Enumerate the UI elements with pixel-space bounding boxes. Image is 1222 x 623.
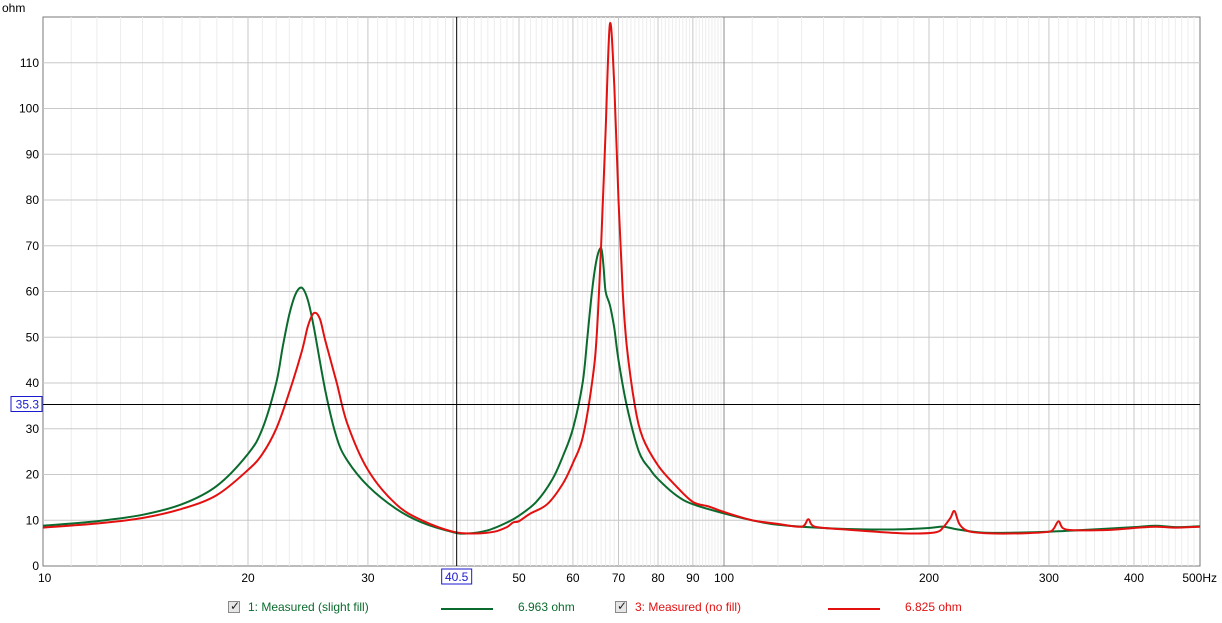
- y-tick-label: 70: [26, 239, 40, 253]
- x-tick-label: 70: [612, 571, 626, 585]
- x-tick-label: 400: [1124, 571, 1144, 585]
- x-tick-label: 100: [714, 571, 734, 585]
- y-tick-label: 50: [26, 330, 40, 344]
- checkmark-icon: ✓: [617, 599, 628, 613]
- series-3-visibility-checkbox[interactable]: ✓: [615, 599, 628, 613]
- series-lines: [42, 22, 1201, 535]
- y-axis-unit-label: ohm: [2, 1, 25, 15]
- series-3-name: 3: Measured (no fill): [635, 600, 742, 614]
- cursor-crosshair[interactable]: 40.5 35.3: [10, 17, 1200, 585]
- y-tick-label: 10: [26, 513, 40, 527]
- y-tick-label: 30: [26, 422, 40, 436]
- y-tick-label: 110: [20, 56, 39, 70]
- legend-series-1: ✓ 1: Measured (slight fill) 6.963 ohm: [0, 598, 600, 618]
- x-tick-label: 10: [38, 571, 52, 585]
- y-tick-label: 0: [32, 559, 39, 573]
- cursor-y-label: 35.3: [16, 398, 40, 412]
- series-3-color-swatch: [828, 608, 880, 610]
- y-tick-label: 60: [26, 285, 40, 299]
- x-tick-label: 300: [1039, 571, 1059, 585]
- series-line-1: [42, 246, 1201, 535]
- x-tick-label: 80: [651, 571, 665, 585]
- x-tick-label: 50: [512, 571, 526, 585]
- cursor-x-label: 40.5: [445, 570, 469, 584]
- cursor-x-label-box: [441, 568, 473, 585]
- series-line-3: [42, 22, 1201, 535]
- legend-series-3: ✓ 3: Measured (no fill) 6.825 ohm: [600, 598, 1222, 618]
- series-1-name: 1: Measured (slight fill): [248, 600, 369, 614]
- y-tick-label: 90: [26, 147, 40, 161]
- x-tick-label: 20: [241, 571, 255, 585]
- x-tick-label: 30: [361, 571, 375, 585]
- x-tick-label: 500Hz: [1182, 571, 1217, 585]
- y-tick-label: 40: [26, 376, 40, 390]
- series-1-readout: 6.963 ohm: [518, 600, 575, 614]
- series-1-color-swatch: [441, 608, 493, 610]
- y-tick-label: 80: [26, 193, 40, 207]
- cursor-y-label-box: [10, 396, 43, 413]
- y-tick-label: 20: [26, 468, 40, 482]
- x-tick-label: 60: [566, 571, 580, 585]
- x-tick-label: 90: [686, 571, 700, 585]
- y-tick-label: 100: [19, 102, 39, 116]
- x-tick-label: 200: [919, 571, 939, 585]
- series-1-visibility-checkbox[interactable]: ✓: [228, 599, 241, 613]
- series-3-readout: 6.825 ohm: [905, 600, 962, 614]
- checkmark-icon: ✓: [230, 599, 241, 613]
- grid-lines: [43, 17, 1200, 566]
